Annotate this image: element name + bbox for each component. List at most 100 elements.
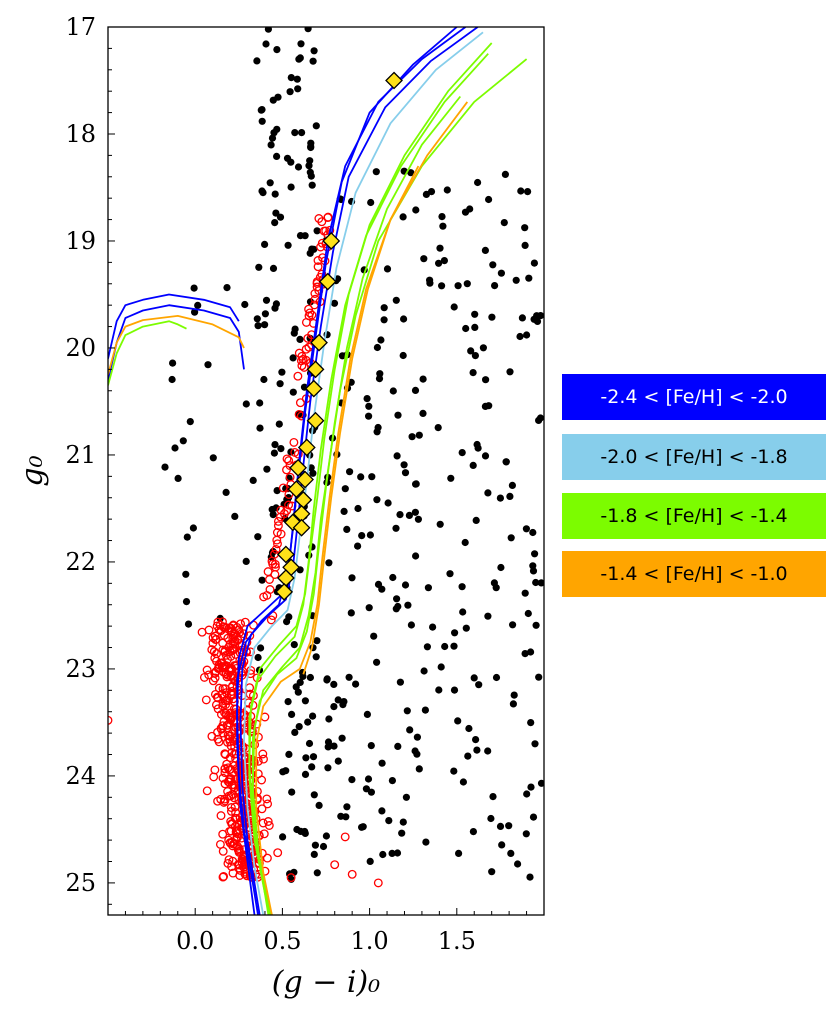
- field-star-point: [536, 414, 544, 422]
- field-star-point: [405, 511, 413, 519]
- field-star-point: [407, 169, 415, 177]
- field-star-point: [419, 375, 427, 383]
- field-star-point: [302, 754, 310, 762]
- member-star-point: [306, 360, 325, 379]
- field-star-point: [396, 678, 404, 686]
- candidate-star-point: [227, 819, 237, 829]
- legend-entry: -1.8 < [Fe/H] < -1.4: [562, 493, 826, 539]
- field-star-point: [467, 347, 475, 355]
- field-star-point: [454, 282, 462, 290]
- field-star-point: [241, 300, 249, 309]
- field-star-point: [291, 728, 299, 737]
- field-star-point: [345, 673, 353, 681]
- field-star-point: [271, 441, 279, 449]
- candidate-star-point: [271, 544, 281, 554]
- field-star-point: [334, 696, 342, 704]
- field-star-point: [537, 579, 544, 587]
- field-star-point: [454, 717, 462, 725]
- field-star-point: [365, 412, 373, 420]
- field-star-point: [492, 584, 500, 592]
- field-star-point: [471, 352, 479, 360]
- field-star-point: [469, 828, 477, 836]
- field-star-point: [313, 227, 321, 235]
- candidate-star-point: [214, 662, 224, 672]
- field-star-point: [330, 742, 338, 750]
- field-star-point: [521, 224, 529, 232]
- member-star-point: [304, 379, 323, 398]
- member-star-point: [276, 545, 295, 564]
- field-star-point: [343, 803, 351, 811]
- field-star-point: [301, 697, 309, 705]
- field-star-point: [488, 868, 496, 876]
- field-star-point: [276, 213, 285, 221]
- field-star-point: [222, 488, 230, 496]
- isochrone-line: [239, 27, 479, 915]
- field-star-point: [257, 644, 265, 652]
- candidate-star-point: [227, 780, 237, 790]
- field-star-point: [401, 581, 410, 589]
- field-star-point: [253, 57, 261, 65]
- x-tick-label: 0.0: [176, 927, 214, 955]
- candidate-star-point: [223, 858, 233, 868]
- y-tick-label: 22: [65, 548, 96, 576]
- legend-entry-label: -1.4 < [Fe/H] < -1.0: [600, 563, 788, 585]
- field-star-point: [347, 609, 355, 617]
- field-star-point: [471, 310, 479, 318]
- field-star-point: [291, 325, 299, 333]
- field-star-point: [277, 445, 285, 453]
- field-star-point: [403, 707, 411, 715]
- field-star-point: [488, 313, 496, 321]
- x-axis-label: (g − i)₀: [272, 965, 380, 1000]
- field-star-point: [411, 386, 420, 394]
- field-star-point: [258, 576, 266, 584]
- field-star-point: [413, 750, 421, 758]
- candidate-star-point: [276, 505, 286, 515]
- field-star-point: [392, 524, 400, 532]
- field-star-point: [514, 860, 522, 868]
- field-star-point: [268, 134, 277, 142]
- field-star-point: [412, 206, 420, 214]
- candidate-star-point: [217, 662, 227, 672]
- candidate-star-point: [305, 308, 315, 318]
- isochrone-line: [302, 165, 420, 675]
- field-star-point: [171, 444, 179, 452]
- field-star-point: [522, 830, 530, 838]
- candidate-star-point: [222, 696, 232, 705]
- field-star-point: [258, 187, 266, 195]
- field-star-point: [293, 75, 301, 83]
- field-star-point: [458, 583, 466, 591]
- field-star-point: [438, 282, 446, 290]
- field-star-point: [337, 812, 345, 820]
- field-star-point: [261, 240, 269, 248]
- field-star-point: [484, 747, 492, 755]
- field-star-point: [330, 680, 338, 689]
- field-star-point: [377, 336, 385, 344]
- candidate-star-point: [209, 647, 219, 657]
- candidate-star-point: [273, 516, 283, 526]
- field-star-point: [526, 873, 534, 881]
- candidate-star-point: [209, 772, 219, 782]
- candidate-star-point: [265, 585, 275, 594]
- field-star-point: [529, 562, 537, 570]
- isochrone-line: [108, 293, 240, 359]
- field-star-point: [399, 213, 407, 221]
- field-star-point: [254, 322, 262, 330]
- field-star-point: [459, 608, 467, 616]
- legend-entry: -2.0 < [Fe/H] < -1.8: [562, 434, 826, 480]
- field-star-point: [343, 525, 351, 534]
- field-star-point: [373, 496, 381, 504]
- field-star-point: [367, 742, 375, 750]
- field-star-point: [407, 621, 415, 629]
- field-star-point: [352, 680, 360, 688]
- field-star-point: [365, 604, 373, 612]
- field-star-point: [429, 623, 437, 631]
- field-star-point: [458, 449, 466, 457]
- field-star-point: [443, 186, 451, 194]
- field-star-point: [310, 791, 318, 799]
- field-star-point: [310, 47, 318, 55]
- field-star-point: [273, 487, 281, 495]
- field-star-point: [471, 323, 479, 331]
- field-star-point: [310, 850, 318, 859]
- candidate-star-point: [347, 869, 357, 879]
- field-star-point: [275, 420, 283, 428]
